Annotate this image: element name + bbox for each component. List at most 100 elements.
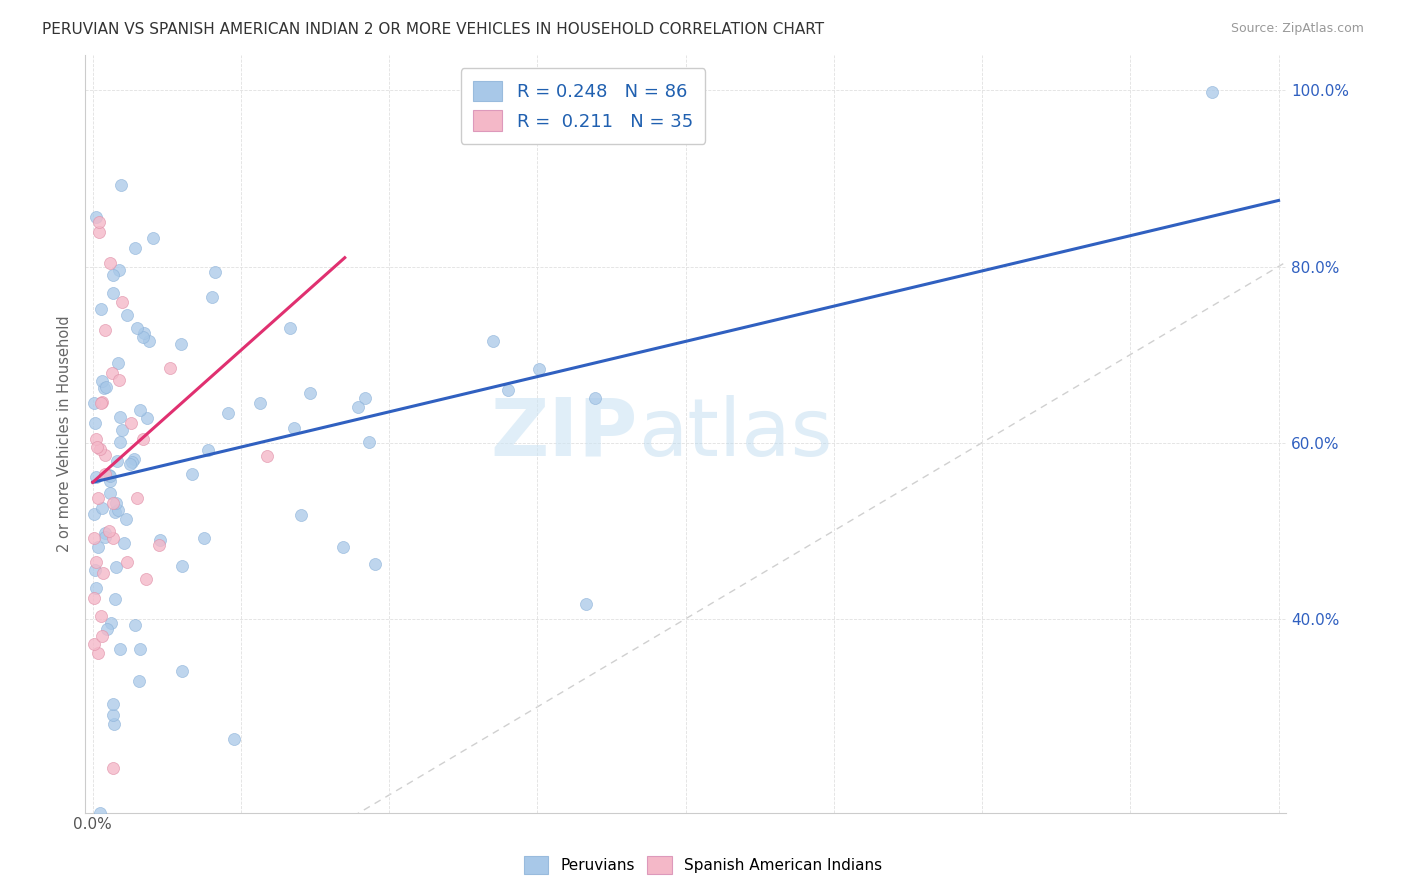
Point	[120, 416, 142, 430]
Legend: R = 0.248   N = 86, R =  0.211   N = 35: R = 0.248 N = 86, R = 0.211 N = 35	[461, 68, 706, 144]
Legend: Peruvians, Spanish American Indians: Peruvians, Spanish American Indians	[517, 850, 889, 880]
Point	[585, 391, 607, 405]
Point	[104, 505, 127, 519]
Point	[111, 295, 134, 310]
Point	[112, 536, 135, 550]
Point	[103, 496, 125, 510]
Point	[1201, 85, 1223, 99]
Point	[98, 256, 121, 270]
Point	[101, 366, 124, 380]
Point	[159, 360, 181, 375]
Point	[104, 496, 127, 510]
Point	[115, 308, 138, 322]
Point	[107, 503, 129, 517]
Point	[98, 524, 121, 539]
Point	[332, 540, 354, 554]
Point	[224, 731, 246, 746]
Point	[135, 572, 157, 586]
Point	[96, 380, 118, 394]
Point	[97, 467, 120, 482]
Point	[96, 623, 118, 637]
Point	[87, 541, 110, 555]
Point	[149, 533, 172, 547]
Point	[84, 210, 107, 224]
Point	[83, 508, 105, 522]
Point	[100, 616, 122, 631]
Point	[364, 557, 387, 571]
Point	[124, 618, 146, 632]
Point	[115, 555, 138, 569]
Point	[249, 395, 271, 409]
Point	[496, 384, 519, 398]
Point	[181, 467, 204, 481]
Point	[84, 555, 107, 569]
Point	[87, 225, 110, 239]
Point	[108, 373, 131, 387]
Point	[347, 401, 370, 415]
Point	[91, 394, 114, 409]
Point	[83, 531, 105, 545]
Point	[170, 558, 193, 573]
Point	[103, 717, 125, 731]
Point	[103, 697, 125, 711]
Point	[530, 83, 553, 97]
Point	[193, 531, 215, 545]
Point	[256, 449, 278, 463]
Point	[138, 334, 160, 349]
Point	[84, 470, 107, 484]
Point	[134, 326, 156, 340]
Point	[83, 396, 105, 410]
Point	[132, 432, 155, 446]
Point	[129, 641, 152, 656]
Point	[94, 322, 117, 336]
Point	[136, 410, 159, 425]
Point	[101, 531, 124, 545]
Point	[110, 409, 132, 424]
Point	[121, 455, 143, 469]
Point	[124, 241, 146, 255]
Point	[103, 760, 125, 774]
Point	[83, 416, 105, 430]
Point	[94, 448, 117, 462]
Point	[89, 442, 111, 456]
Point	[527, 362, 550, 376]
Point	[115, 512, 138, 526]
Point	[84, 563, 107, 577]
Point	[101, 285, 124, 300]
Point	[98, 474, 121, 488]
Point	[353, 391, 375, 405]
Point	[132, 329, 155, 343]
Point	[359, 434, 381, 449]
Point	[90, 608, 112, 623]
Point	[86, 440, 108, 454]
Point	[575, 597, 598, 611]
Point	[148, 538, 170, 552]
Point	[87, 646, 110, 660]
Point	[94, 467, 117, 481]
Point	[90, 302, 112, 317]
Point	[105, 454, 128, 468]
Point	[87, 215, 110, 229]
Point	[83, 637, 105, 651]
Point	[278, 320, 301, 334]
Point	[125, 491, 148, 506]
Point	[169, 337, 191, 351]
Point	[86, 491, 108, 505]
Point	[201, 290, 224, 304]
Point	[111, 423, 134, 437]
Point	[283, 421, 305, 435]
Point	[89, 805, 111, 820]
Point	[105, 559, 128, 574]
Point	[83, 591, 105, 606]
Point	[204, 265, 226, 279]
Point	[91, 630, 114, 644]
Point	[98, 486, 121, 500]
Point	[298, 386, 321, 401]
Text: PERUVIAN VS SPANISH AMERICAN INDIAN 2 OR MORE VEHICLES IN HOUSEHOLD CORRELATION : PERUVIAN VS SPANISH AMERICAN INDIAN 2 OR…	[42, 22, 824, 37]
Point	[98, 468, 121, 483]
Text: ZIP: ZIP	[491, 395, 638, 473]
Point	[108, 642, 131, 657]
Point	[107, 356, 129, 370]
Point	[122, 452, 145, 467]
Point	[142, 231, 165, 245]
